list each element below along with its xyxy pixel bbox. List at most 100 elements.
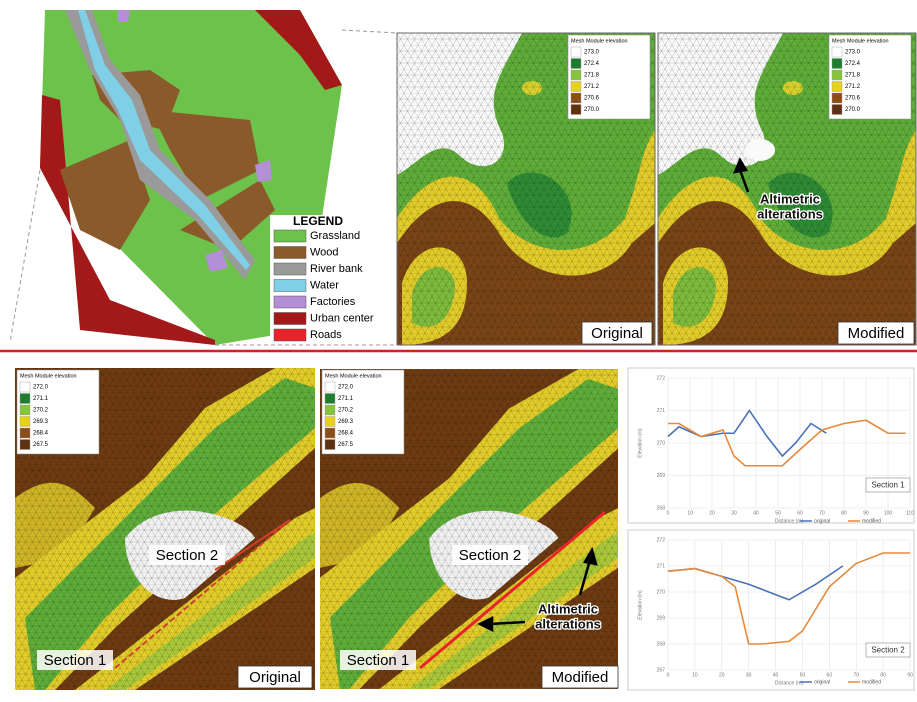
legend-value: 272.0 <box>33 385 49 391</box>
legend-swatch <box>274 329 306 341</box>
legend-label: River bank <box>310 263 363 275</box>
panel-label: Modified <box>848 325 905 342</box>
legend-swatch <box>571 47 581 57</box>
panel-label: Original <box>591 325 643 342</box>
legend-swatch <box>20 405 30 415</box>
x-tick-label: 60 <box>827 672 833 678</box>
legend-swatch <box>20 440 30 450</box>
y-axis-title: Elevation (m) <box>637 428 643 458</box>
legend-swatch <box>571 93 581 103</box>
legend-label: Grassland <box>310 230 360 242</box>
x-tick-label: 50 <box>775 510 781 516</box>
legend-value: 267.5 <box>338 442 354 448</box>
x-tick-label: 0 <box>667 672 670 678</box>
y-tick-label: 268 <box>657 505 666 511</box>
legend-value: 273.0 <box>845 50 861 56</box>
figure: LEGEND GrasslandWoodRiver bankWaterFacto… <box>0 0 917 697</box>
section-label: Section 2 <box>156 547 219 564</box>
legend-label: Urban center <box>310 312 374 324</box>
y-tick-label: 267 <box>657 667 666 673</box>
legend-swatch <box>20 417 30 427</box>
altered-spot <box>745 139 775 161</box>
legend-value: 271.2 <box>584 84 600 90</box>
x-tick-label: 70 <box>819 510 825 516</box>
legend-swatch <box>832 47 842 57</box>
legend-value: 269.3 <box>338 419 354 425</box>
x-tick-label: 80 <box>880 672 886 678</box>
y-tick-label: 268 <box>657 641 666 647</box>
x-tick-label: 20 <box>709 510 715 516</box>
x-tick-label: 110 <box>906 510 914 516</box>
line-chart: 2682692702712720102030405060708090100110… <box>628 368 914 524</box>
legend-swatch <box>325 440 335 450</box>
legend-value: 270.0 <box>584 107 600 113</box>
annotation: alterations <box>535 616 601 631</box>
legend-value: 270.0 <box>845 107 861 113</box>
panel-label: Modified <box>552 669 609 686</box>
legend-value: 271.2 <box>845 84 861 90</box>
legend-swatch <box>274 263 306 275</box>
legend-swatch <box>274 230 306 242</box>
x-tick-label: 30 <box>731 510 737 516</box>
x-tick-label: 40 <box>773 672 779 678</box>
legend-value: 270.6 <box>584 96 600 102</box>
legend-value: 270.2 <box>338 408 354 414</box>
legend-swatch <box>571 59 581 69</box>
legend-swatch <box>20 428 30 438</box>
legend-value: 268.4 <box>33 431 49 437</box>
legend-label: modified <box>862 518 881 524</box>
legend-label: Wood <box>310 246 339 258</box>
x-tick-label: 10 <box>687 510 693 516</box>
chart-title: Section 1 <box>871 481 905 490</box>
legend-value: 272.0 <box>338 385 354 391</box>
legend-title: Mesh Module elevation <box>832 38 889 44</box>
legend-swatch <box>832 93 842 103</box>
legend-swatch <box>20 394 30 404</box>
legend-swatch <box>325 382 335 392</box>
y-tick-label: 272 <box>657 375 666 381</box>
x-axis-title: Distance (m) <box>775 518 804 524</box>
legend-swatch <box>274 296 306 308</box>
y-tick-label: 271 <box>657 408 666 414</box>
legend-value: 271.1 <box>338 396 354 402</box>
elevation-legend: Mesh Module elevation272.0271.1270.2269.… <box>322 370 404 454</box>
legend-label: Water <box>310 279 339 291</box>
section-label: Section 1 <box>347 652 410 669</box>
legend-value: 271.1 <box>33 396 49 402</box>
legend-swatch <box>325 394 335 404</box>
legend-value: 270.6 <box>845 96 861 102</box>
y-tick-label: 270 <box>657 589 666 595</box>
legend-swatch <box>20 382 30 392</box>
section-label: Section 1 <box>44 652 107 669</box>
x-axis-title: Distance (m) <box>775 680 804 686</box>
section-label: Section 2 <box>459 547 522 564</box>
x-tick-label: 90 <box>863 510 869 516</box>
x-tick-label: 40 <box>753 510 759 516</box>
y-tick-label: 270 <box>657 440 666 446</box>
legend-swatch <box>571 82 581 92</box>
legend-title: Mesh Module elevation <box>20 373 77 379</box>
legend-swatch <box>571 105 581 115</box>
legend-swatch <box>325 417 335 427</box>
x-tick-label: 60 <box>797 510 803 516</box>
y-tick-label: 272 <box>657 537 666 543</box>
y-tick-label: 269 <box>657 615 666 621</box>
x-tick-label: 70 <box>853 672 859 678</box>
legend-swatch <box>325 405 335 415</box>
x-tick-label: 30 <box>746 672 752 678</box>
chart-frame <box>628 368 914 523</box>
legend-swatch <box>325 428 335 438</box>
annotation: alterations <box>757 206 823 221</box>
legend-value: 272.4 <box>845 61 861 67</box>
legend-swatch <box>832 59 842 69</box>
legend-value: 268.4 <box>338 431 354 437</box>
legend-swatch <box>832 105 842 115</box>
legend-value: 273.0 <box>584 50 600 56</box>
legend-label: Roads <box>310 329 342 341</box>
legend-title: Mesh Module elevation <box>571 38 628 44</box>
x-tick-label: 100 <box>884 510 893 516</box>
x-tick-label: 90 <box>907 672 913 678</box>
x-tick-label: 10 <box>692 672 698 678</box>
legend-label: original <box>814 679 830 685</box>
